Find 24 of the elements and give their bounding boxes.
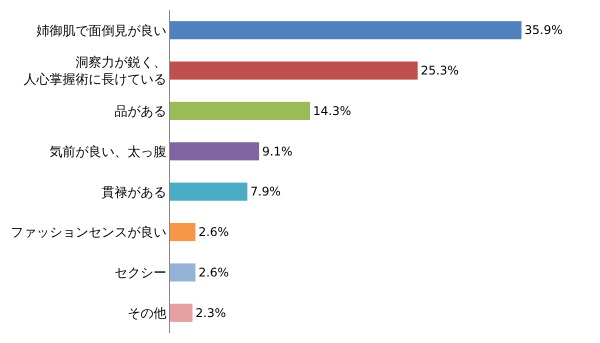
y-tick-label: 貫禄がある (101, 185, 166, 200)
data-label: 25.3% (420, 64, 459, 78)
bar (170, 222, 196, 242)
bar (170, 142, 260, 160)
y-tick-label: ファッションセンスが良い (10, 226, 166, 241)
data-label: 7.9% (250, 184, 281, 199)
bar (170, 21, 522, 40)
bar (170, 182, 248, 201)
y-tick-label: セクシー (114, 266, 166, 281)
data-label: 35.9% (524, 23, 563, 38)
data-label: 2.3% (196, 306, 226, 320)
bar (170, 102, 310, 120)
data-label: 9.1% (262, 144, 293, 158)
y-tick-label: 姉御肌で面倒見が良い (36, 24, 166, 39)
y-tick-label: 気前が良い、太っ腹 (49, 144, 166, 160)
bar (170, 61, 418, 80)
bar (170, 304, 193, 322)
data-label: 2.6% (198, 225, 229, 240)
y-tick-label: 洞察力が鋭く、人心掌握術に長けている (23, 54, 166, 88)
y-tick-label: 品がある (114, 104, 166, 120)
data-label: 14.3% (313, 104, 352, 118)
data-label: 2.6% (198, 265, 229, 280)
bar (170, 263, 196, 282)
y-tick-label: その他 (127, 306, 166, 322)
